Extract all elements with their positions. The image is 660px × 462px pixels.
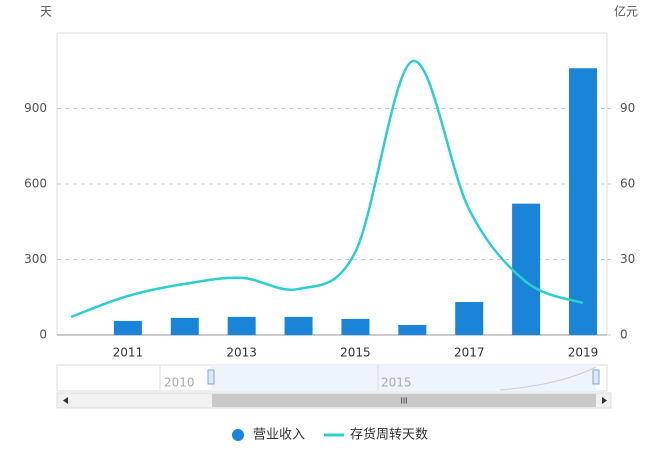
zoom-handle[interactable] xyxy=(592,369,600,385)
bar xyxy=(170,317,199,335)
bar xyxy=(398,324,427,335)
line xyxy=(70,59,584,319)
scroll-grip: III xyxy=(400,397,407,406)
zoom-divider xyxy=(159,365,379,391)
x-tick-label: 2019 xyxy=(568,346,599,360)
y-tick-label: 0 xyxy=(39,328,47,342)
bar xyxy=(284,316,313,335)
scroll-thumb[interactable] xyxy=(212,394,596,407)
y2-tick-label: 90 xyxy=(620,101,635,115)
zoom-handle[interactable] xyxy=(207,369,215,385)
bar xyxy=(569,68,597,335)
x-tick-label: 2015 xyxy=(340,346,371,360)
bar xyxy=(113,320,142,335)
data-zoom[interactable]: 2010 2015 xyxy=(56,364,608,392)
legend-label: 存货周转天数 xyxy=(350,427,428,443)
bar xyxy=(512,203,541,335)
bar xyxy=(455,302,484,335)
y2-tick-label: 60 xyxy=(620,177,635,191)
zoom-label: 2010 xyxy=(164,376,195,390)
legend-marker xyxy=(232,429,244,441)
y2-tick-label: 0 xyxy=(620,328,628,342)
y-tick-label: 600 xyxy=(24,177,47,191)
zoom-preview xyxy=(499,366,597,391)
y2-axis-unit: 亿元 xyxy=(614,4,638,19)
x-tick-label: 2013 xyxy=(226,346,257,360)
y-tick-label: 300 xyxy=(24,252,47,266)
x-tick-label: 2011 xyxy=(113,346,144,360)
zoom-label: 2015 xyxy=(381,376,412,390)
scrollbar[interactable]: III xyxy=(56,392,612,409)
legend-label: 营业收入 xyxy=(253,428,305,443)
x-tick-label: 2017 xyxy=(454,346,485,360)
y2-tick-label: 30 xyxy=(620,252,635,266)
bar xyxy=(227,316,256,335)
bar xyxy=(341,318,370,335)
y-axis-unit: 天 xyxy=(40,5,52,19)
y-tick-label: 900 xyxy=(24,101,47,115)
